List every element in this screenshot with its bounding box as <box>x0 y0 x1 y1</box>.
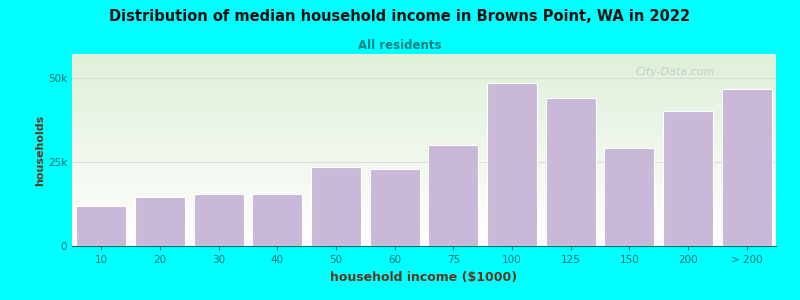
Bar <box>311 167 361 246</box>
Bar <box>546 98 595 246</box>
Bar <box>253 194 302 246</box>
Bar <box>722 89 771 246</box>
X-axis label: household income ($1000): household income ($1000) <box>330 271 518 284</box>
Bar <box>194 194 243 246</box>
Text: City-Data.com: City-Data.com <box>635 68 714 77</box>
Bar <box>605 148 654 246</box>
Bar <box>663 111 713 246</box>
Bar <box>370 169 419 246</box>
Bar <box>77 206 126 246</box>
Text: Distribution of median household income in Browns Point, WA in 2022: Distribution of median household income … <box>110 9 690 24</box>
Bar <box>135 197 185 246</box>
Text: All residents: All residents <box>358 39 442 52</box>
Y-axis label: households: households <box>35 114 45 186</box>
Bar <box>487 82 537 246</box>
Bar <box>429 145 478 246</box>
